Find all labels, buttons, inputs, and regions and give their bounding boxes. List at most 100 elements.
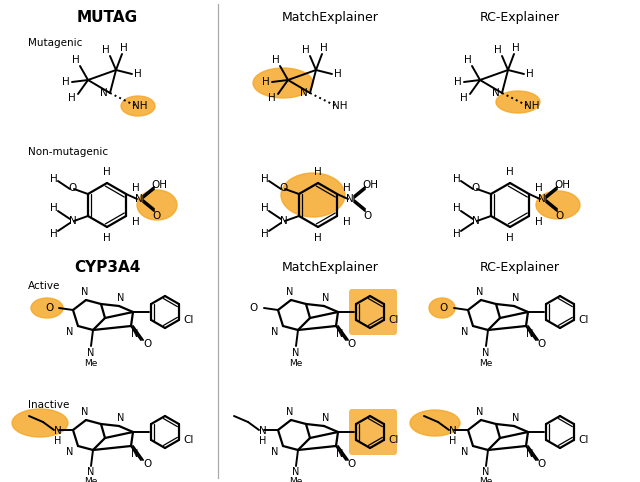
Text: N: N <box>300 88 308 98</box>
Text: O: O <box>538 339 546 349</box>
Text: N: N <box>323 413 330 423</box>
Text: N: N <box>483 467 490 477</box>
Text: O: O <box>143 339 151 349</box>
Text: Cl: Cl <box>388 315 399 325</box>
Text: N: N <box>492 88 500 98</box>
Ellipse shape <box>410 410 460 436</box>
Text: MatchExplainer: MatchExplainer <box>282 262 378 275</box>
Text: N: N <box>472 216 480 226</box>
Text: H: H <box>453 229 461 239</box>
Text: NH: NH <box>524 101 540 111</box>
Text: H: H <box>261 203 269 213</box>
Ellipse shape <box>12 409 68 437</box>
Text: H: H <box>334 69 342 79</box>
Text: Cl: Cl <box>579 435 589 445</box>
Text: CYP3A4: CYP3A4 <box>74 260 140 276</box>
Text: Me: Me <box>479 359 493 367</box>
Text: H: H <box>261 229 269 239</box>
Text: H: H <box>62 77 70 87</box>
Text: H: H <box>535 183 543 193</box>
Text: RC-Explainer: RC-Explainer <box>480 12 560 25</box>
Text: N: N <box>69 216 77 226</box>
Text: H: H <box>314 167 322 177</box>
Text: H: H <box>120 43 128 53</box>
Text: H: H <box>50 229 58 239</box>
Text: N: N <box>538 194 546 204</box>
Text: N: N <box>131 329 139 339</box>
Text: N: N <box>100 88 108 98</box>
Text: H: H <box>343 217 351 227</box>
Text: N: N <box>259 426 267 436</box>
Text: Me: Me <box>84 359 98 367</box>
Text: NH: NH <box>332 101 348 111</box>
Text: N: N <box>476 287 484 297</box>
Text: H: H <box>268 93 276 103</box>
Text: N: N <box>323 293 330 303</box>
Ellipse shape <box>281 173 345 217</box>
Text: H: H <box>494 45 502 55</box>
Text: N: N <box>292 348 300 358</box>
Text: Me: Me <box>84 478 98 482</box>
Text: RC-Explainer: RC-Explainer <box>480 262 560 275</box>
Text: H: H <box>272 55 280 65</box>
Text: O: O <box>280 183 288 193</box>
Text: OH: OH <box>362 180 378 190</box>
Text: MatchExplainer: MatchExplainer <box>282 12 378 25</box>
Text: Inactive: Inactive <box>28 400 69 410</box>
Text: Mutagenic: Mutagenic <box>28 38 83 48</box>
Text: N: N <box>271 447 278 457</box>
Text: Me: Me <box>289 478 303 482</box>
Ellipse shape <box>536 191 580 219</box>
Text: N: N <box>271 327 278 337</box>
Text: O: O <box>45 303 53 313</box>
Text: H: H <box>460 93 468 103</box>
Text: N: N <box>67 447 74 457</box>
Text: N: N <box>286 407 294 417</box>
Text: N: N <box>87 348 95 358</box>
Text: H: H <box>72 55 80 65</box>
Text: N: N <box>526 329 534 339</box>
Text: Non-mutagenic: Non-mutagenic <box>28 147 108 157</box>
Text: H: H <box>102 45 110 55</box>
Text: Cl: Cl <box>184 315 194 325</box>
Text: N: N <box>336 329 344 339</box>
Text: O: O <box>472 183 480 193</box>
Text: N: N <box>87 467 95 477</box>
Text: H: H <box>512 43 520 53</box>
Ellipse shape <box>253 68 313 98</box>
Text: H: H <box>526 69 534 79</box>
Text: O: O <box>538 459 546 469</box>
Text: N: N <box>449 426 457 436</box>
Text: N: N <box>135 194 143 204</box>
Text: N: N <box>54 426 62 436</box>
Text: H: H <box>320 43 328 53</box>
Ellipse shape <box>429 298 455 318</box>
Text: O: O <box>348 339 356 349</box>
Text: O: O <box>440 303 448 313</box>
Text: Active: Active <box>28 281 60 291</box>
Text: H: H <box>103 167 111 177</box>
Text: N: N <box>461 447 468 457</box>
Text: Cl: Cl <box>388 435 399 445</box>
FancyBboxPatch shape <box>349 289 397 335</box>
Text: N: N <box>286 287 294 297</box>
Text: H: H <box>343 183 351 193</box>
Text: N: N <box>117 413 125 423</box>
Text: N: N <box>346 194 354 204</box>
Text: H: H <box>302 45 310 55</box>
Text: H: H <box>103 233 111 243</box>
Text: H: H <box>132 217 140 227</box>
Text: N: N <box>512 413 520 423</box>
Text: H: H <box>134 69 142 79</box>
Text: N: N <box>336 449 344 459</box>
Text: N: N <box>131 449 139 459</box>
Text: Cl: Cl <box>579 315 589 325</box>
Text: N: N <box>81 287 89 297</box>
Text: H: H <box>454 77 462 87</box>
Text: N: N <box>461 327 468 337</box>
Text: H: H <box>464 55 472 65</box>
Text: Me: Me <box>289 359 303 367</box>
Text: N: N <box>81 407 89 417</box>
Text: N: N <box>526 449 534 459</box>
Text: H: H <box>262 77 270 87</box>
